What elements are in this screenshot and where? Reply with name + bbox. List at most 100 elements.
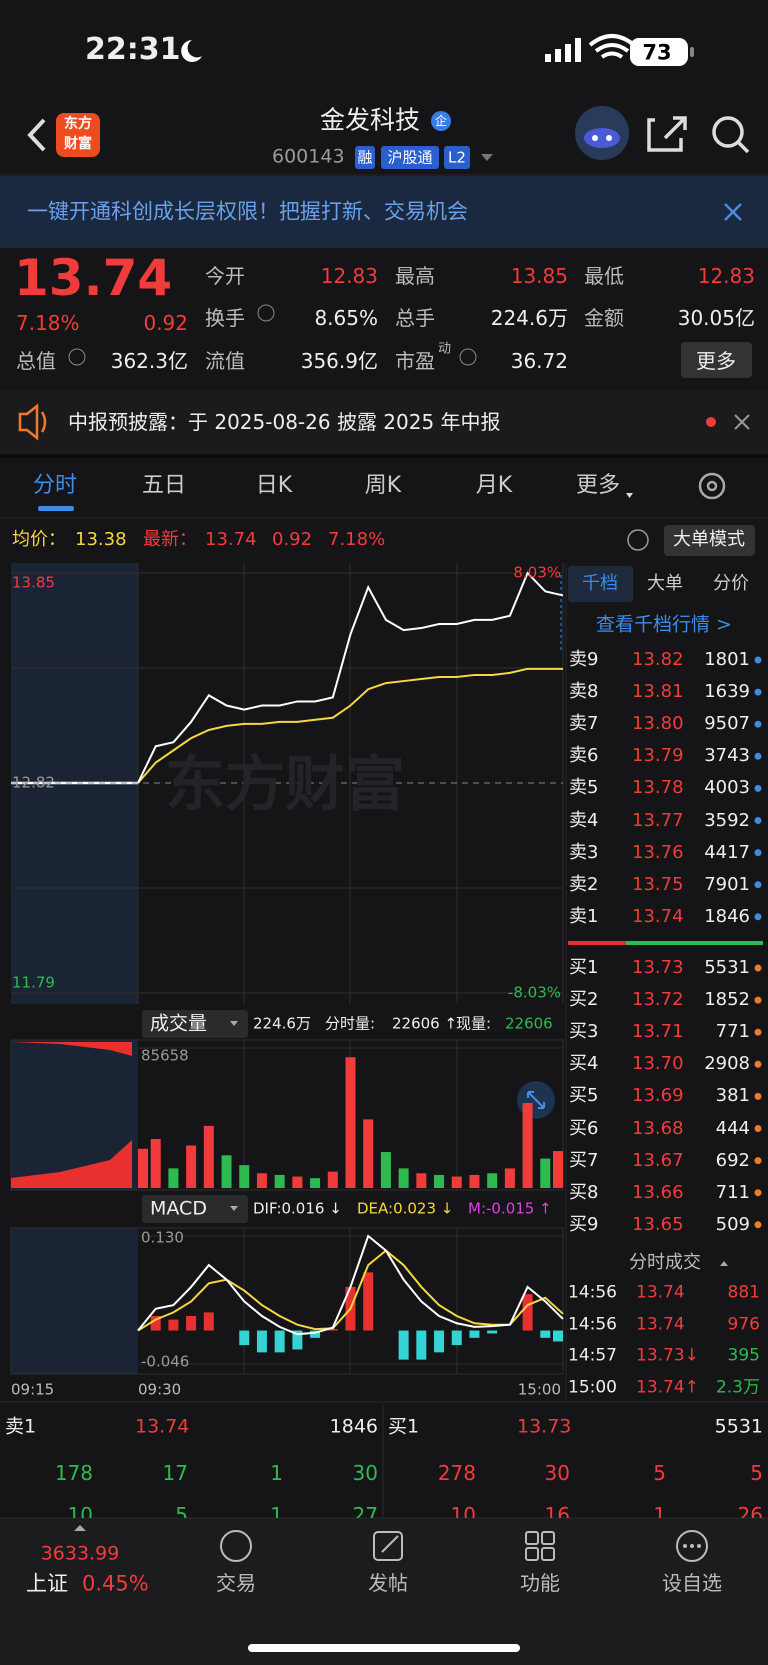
book-label: 买1 <box>569 957 599 978</box>
book-price: 13.82 <box>632 649 684 670</box>
field-value: 13.85 <box>510 264 568 288</box>
macd-bar <box>398 1330 409 1360</box>
volume-now: 22606 <box>505 1014 553 1033</box>
index-change[interactable]: 0.45% <box>82 1571 149 1596</box>
field-value: 12.83 <box>697 264 755 288</box>
book-link[interactable]: 查看千档行情 > <box>596 613 732 636</box>
book-dot <box>754 784 762 792</box>
field-value: 356.9亿 <box>300 349 378 373</box>
logo: 财富 <box>64 136 92 152</box>
book-volume: 771 <box>715 1021 750 1043</box>
book-volume: 1801 <box>704 649 750 670</box>
tab-item[interactable]: 设自选 <box>662 1571 722 1595</box>
book-volume: 2908 <box>704 1053 750 1075</box>
volume-bar <box>150 1138 161 1188</box>
book-price: 13.81 <box>632 681 684 703</box>
bid-detail: 30 <box>544 1461 570 1485</box>
macd-bar <box>451 1330 462 1346</box>
volume-bar <box>416 1173 427 1188</box>
stock-code: 600143 <box>272 145 345 168</box>
index-value[interactable]: 3633.99 <box>40 1542 120 1565</box>
macd-bar <box>186 1316 197 1331</box>
banner-text[interactable]: 一键开通科创成长层权限！把握打新、交易机会 <box>27 199 468 224</box>
pct-label: 8.03% <box>513 563 561 582</box>
index-name[interactable]: 上证 <box>26 1571 68 1596</box>
period-tab[interactable]: 月K <box>475 473 513 498</box>
book-price: 13.76 <box>632 841 684 863</box>
book-volume: 692 <box>715 1149 750 1171</box>
bid-detail: 278 <box>437 1461 476 1485</box>
y-tick-label: 0.130 <box>141 1228 184 1247</box>
mode-button[interactable]: 大单模式 <box>673 529 745 550</box>
book-volume: 3743 <box>704 745 750 767</box>
field-value: 36.72 <box>510 349 568 373</box>
logo: 东方 <box>64 116 92 132</box>
book-price: 13.65 <box>632 1213 684 1235</box>
period-tab[interactable]: 更多 <box>575 473 621 498</box>
book-volume: 4417 <box>704 841 750 863</box>
latest-pct: 7.18% <box>328 529 386 550</box>
period-tab[interactable]: 分时 <box>32 473 78 498</box>
book-volume: 1639 <box>704 681 750 703</box>
more-button[interactable]: 更多 <box>696 349 736 373</box>
book-dot <box>754 817 762 824</box>
book-dot <box>754 881 762 889</box>
volume-bar <box>239 1165 250 1188</box>
trade-time: 14:56 <box>568 1282 617 1303</box>
tab-item[interactable]: 交易 <box>216 1571 256 1595</box>
l1-price: 13.74 <box>135 1415 190 1438</box>
volume-bar <box>380 1152 391 1188</box>
trade-volume: 2.3万 <box>715 1377 760 1397</box>
period-tab[interactable]: 日K <box>255 473 293 498</box>
trade-price: 13.73↓ <box>636 1345 699 1366</box>
tab-item[interactable]: 功能 <box>520 1571 560 1595</box>
macd-bar <box>239 1330 250 1346</box>
indicator-select[interactable]: MACD <box>150 1197 207 1220</box>
change: 0.92 <box>143 311 188 335</box>
l1-volume: 5531 <box>714 1415 763 1438</box>
book-price: 13.66 <box>632 1181 684 1203</box>
volume-bar <box>203 1125 214 1188</box>
tab-item[interactable]: 发帖 <box>368 1571 408 1595</box>
notice[interactable]: 中报预披露：于 2025-08-26 披露 2025 年中报 <box>68 410 501 434</box>
y-tick-label: 13.85 <box>12 573 55 592</box>
book-price: 13.72 <box>632 989 684 1011</box>
period-tab[interactable]: 五日 <box>141 473 187 498</box>
indicator-select[interactable]: 成交量 <box>150 1012 208 1035</box>
book-dot <box>754 688 762 696</box>
book-price: 13.77 <box>632 809 684 831</box>
book-volume: 7901 <box>704 873 750 895</box>
book-label: 卖5 <box>569 777 599 799</box>
book-label: 卖6 <box>569 745 599 767</box>
book-tab[interactable]: 大单 <box>647 573 683 594</box>
macd-bar <box>256 1330 267 1353</box>
bid-detail: 1 <box>653 1503 666 1518</box>
volume-bar <box>363 1119 374 1188</box>
macd-bar <box>540 1330 551 1338</box>
book-tab[interactable]: 分价 <box>713 573 749 594</box>
book-price: 13.70 <box>632 1053 684 1075</box>
change-pct: 7.18% <box>16 311 80 335</box>
volume-bar <box>274 1174 285 1188</box>
macd-bar <box>469 1330 480 1338</box>
volume-bar <box>540 1158 551 1188</box>
book-price: 13.79 <box>632 745 684 767</box>
book-label: 卖4 <box>569 809 599 831</box>
period-tab[interactable]: 周K <box>364 473 402 498</box>
volume-bar <box>186 1145 197 1188</box>
book-dot <box>754 964 762 972</box>
trade-price: 13.74 <box>636 1314 685 1334</box>
book-tab[interactable]: 千档 <box>582 573 618 594</box>
volume-bar <box>327 1171 338 1188</box>
badge: 企 <box>434 114 448 128</box>
trade-time: 14:57 <box>568 1345 617 1366</box>
macd-bar <box>487 1330 498 1334</box>
macd-bar <box>363 1272 374 1331</box>
volume-bar <box>345 1057 356 1188</box>
y-tick-label: -0.046 <box>141 1352 190 1371</box>
dif-label: DIF:0.016 ↓ <box>253 1199 342 1218</box>
book-label: 卖3 <box>569 841 599 863</box>
macd-bar <box>327 1329 338 1331</box>
book-dot <box>754 720 762 728</box>
